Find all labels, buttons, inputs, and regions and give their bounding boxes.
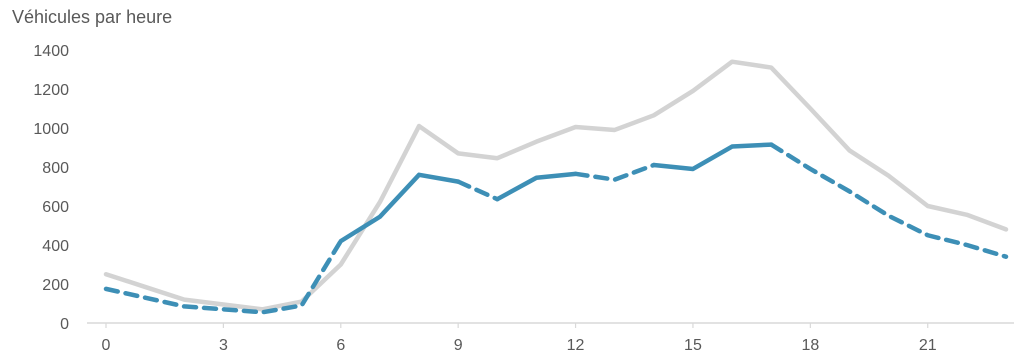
y-tick-label: 1200 xyxy=(33,82,69,99)
y-tick-label: 0 xyxy=(60,316,69,333)
series-line-blue-part xyxy=(573,162,657,182)
x-tick-label: 6 xyxy=(336,337,345,354)
y-tick-label: 600 xyxy=(42,199,69,216)
x-tick-label: 0 xyxy=(102,337,111,354)
series-line-blue-part xyxy=(495,171,578,202)
y-tick-label: 200 xyxy=(42,277,69,294)
y-axis-ticks: 0 200 400 600 800 1000 1200 1400 xyxy=(33,43,69,333)
y-tick-label: 800 xyxy=(42,160,69,177)
series-line-blue-part xyxy=(651,142,774,172)
series-line-gray xyxy=(103,59,1009,312)
series-line-blue-part xyxy=(103,238,344,315)
series-line-blue-part xyxy=(768,142,1009,259)
x-axis-ticks: 0 3 6 9 12 15 18 21 xyxy=(102,323,937,354)
chart-title: Véhicules par heure xyxy=(12,7,172,27)
x-tick-label: 21 xyxy=(919,337,937,354)
y-tick-label: 1000 xyxy=(33,121,69,138)
x-tick-label: 15 xyxy=(684,337,702,354)
series-layer xyxy=(103,59,1009,315)
y-tick-label: 1400 xyxy=(33,43,69,60)
x-tick-label: 3 xyxy=(219,337,228,354)
x-tick-label: 9 xyxy=(454,337,463,354)
series-line-blue-part xyxy=(338,172,461,244)
x-tick-label: 12 xyxy=(567,337,585,354)
y-tick-label: 400 xyxy=(42,238,69,255)
x-tick-label: 18 xyxy=(801,337,819,354)
series-line-blue-part xyxy=(455,179,500,202)
